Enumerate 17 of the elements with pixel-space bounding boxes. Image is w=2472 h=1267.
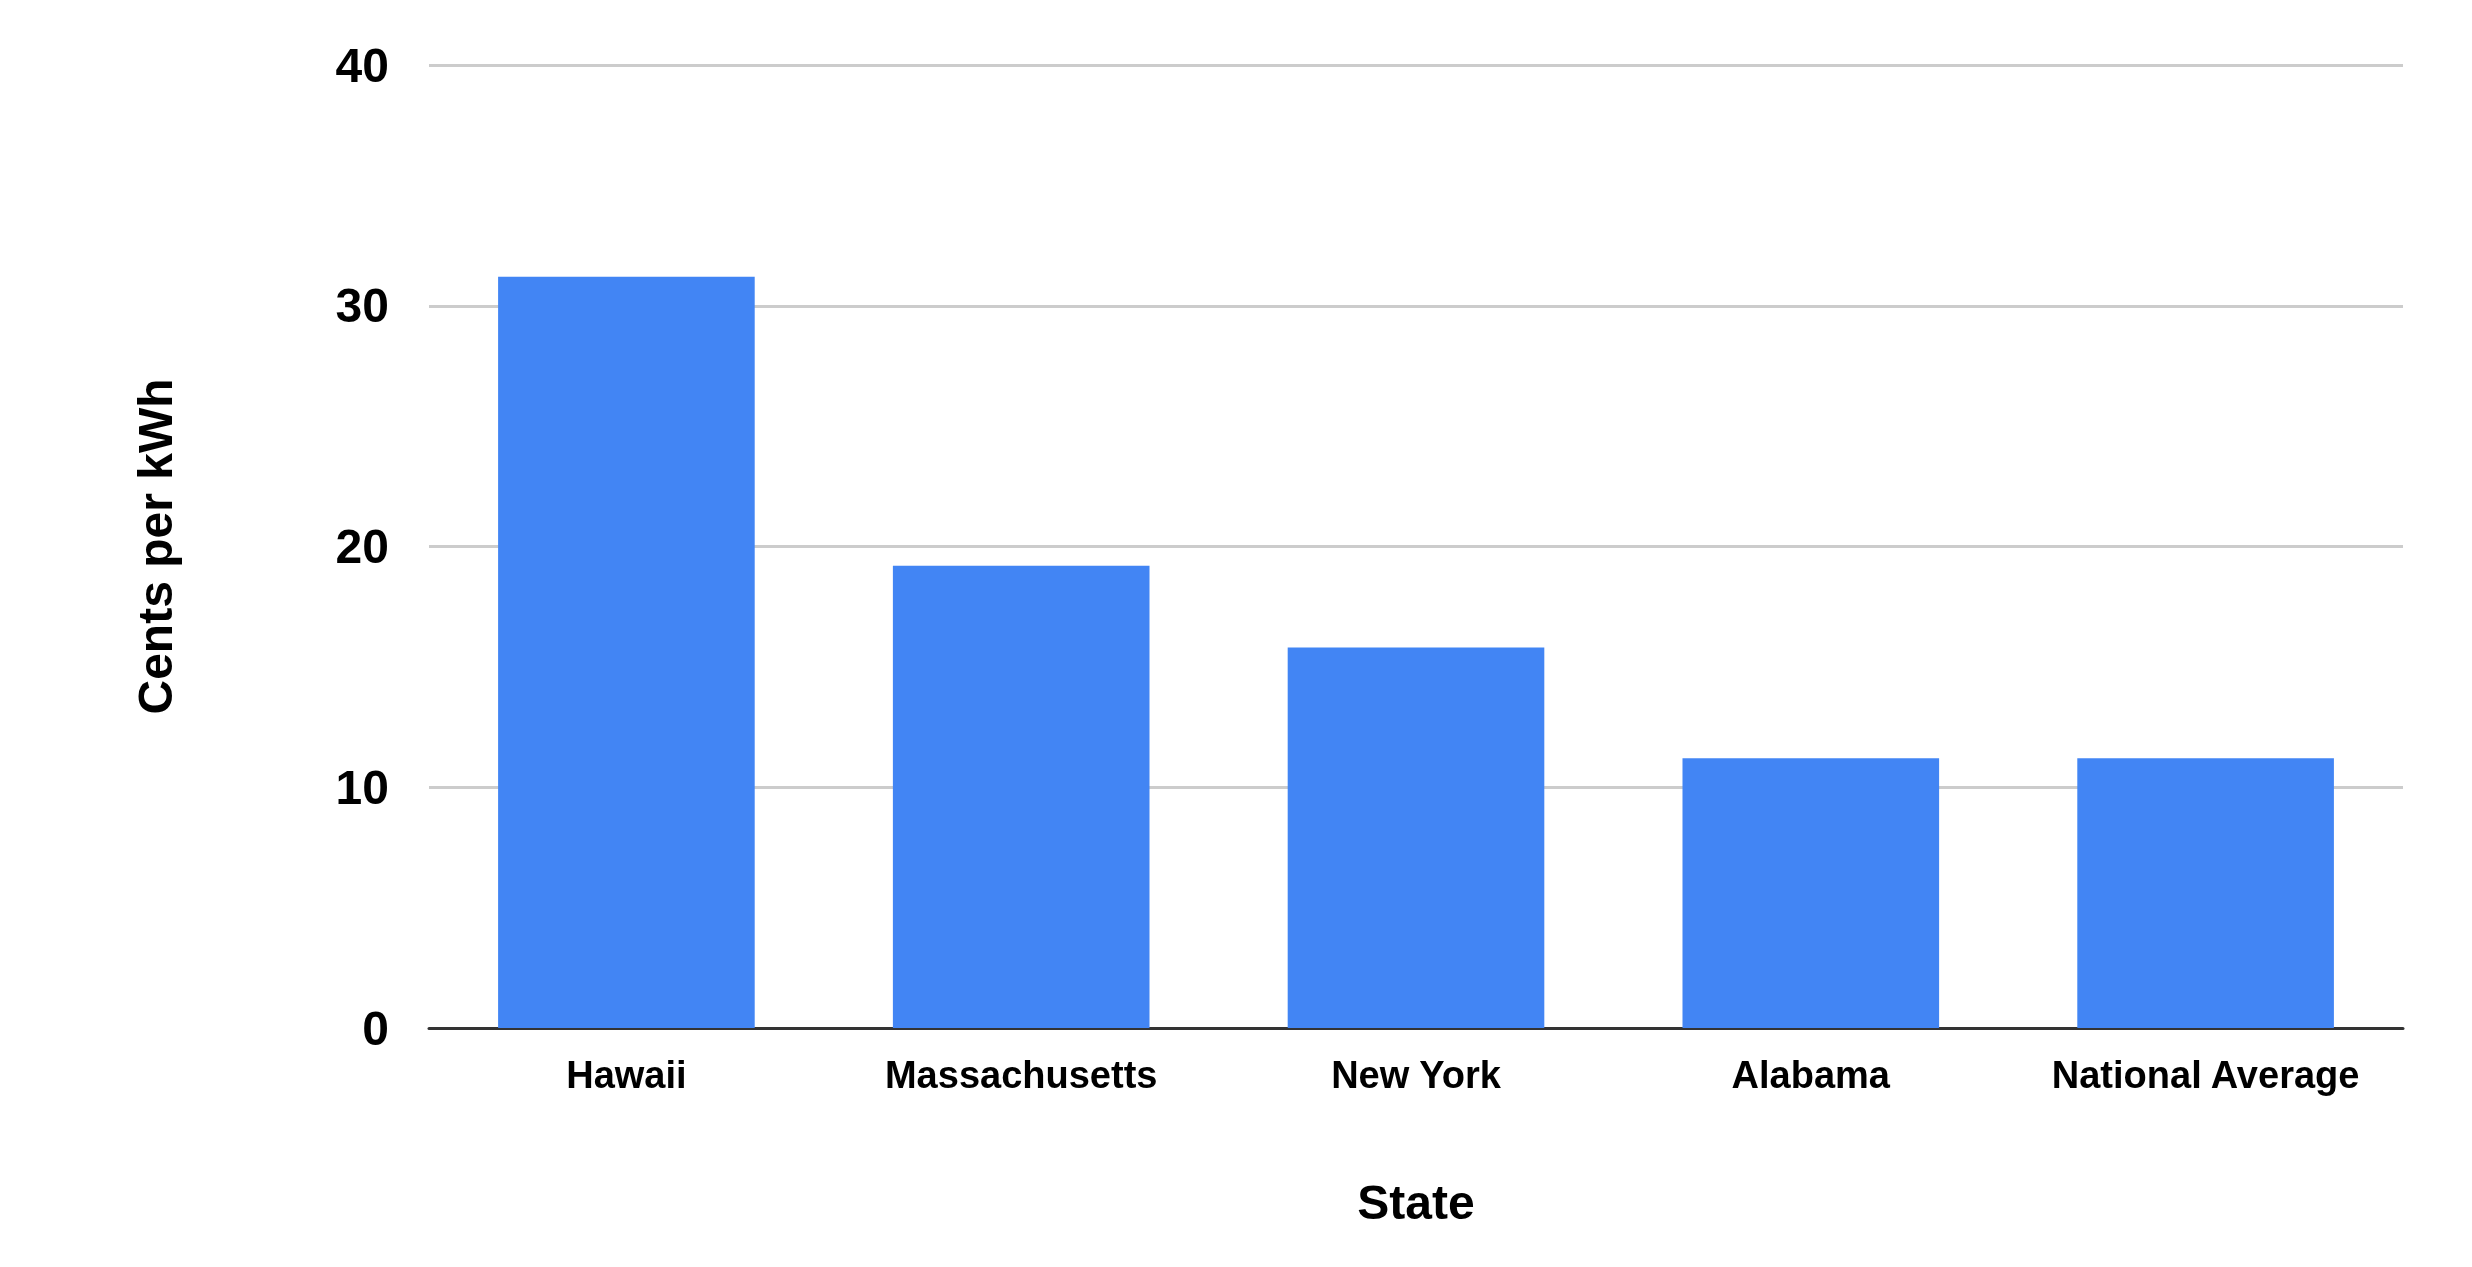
x-axis-title: State	[1357, 1175, 1475, 1229]
x-tick-label: National Average	[2051, 1054, 2360, 1096]
bar	[498, 276, 755, 1028]
y-tick-label: 30	[335, 279, 389, 333]
bar	[892, 565, 1150, 1028]
y-axis-title: Cents per kWh	[128, 378, 182, 715]
y-tick-label: 40	[335, 38, 389, 92]
y-tick-label: 20	[335, 520, 389, 573]
bar	[2077, 758, 2334, 1028]
bar	[1287, 647, 1545, 1028]
y-tick-label: 0	[362, 1001, 389, 1055]
x-tick-label: Hawaii	[566, 1054, 687, 1096]
x-tick-label: Massachusetts	[884, 1054, 1158, 1096]
x-tick-label: New York	[1331, 1054, 1502, 1096]
y-tick-label: 10	[335, 760, 389, 814]
bar	[1682, 758, 1940, 1028]
x-tick-label: Alabama	[1731, 1054, 1891, 1096]
